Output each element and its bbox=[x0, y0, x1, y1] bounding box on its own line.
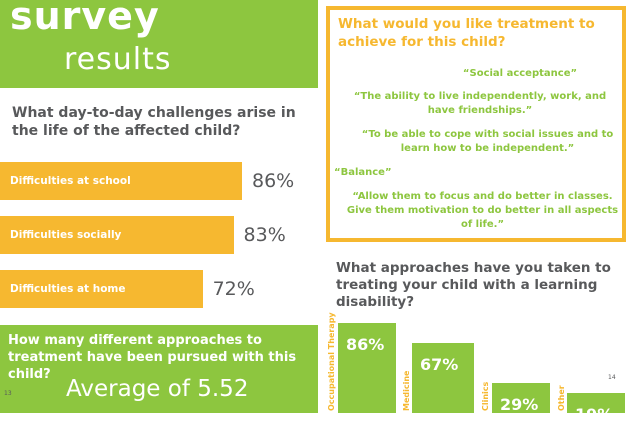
page-number-left: 13 bbox=[4, 390, 12, 397]
approach-value-label: 67% bbox=[420, 354, 459, 374]
approach-value-label: 29% bbox=[500, 394, 539, 414]
title-survey: survey bbox=[10, 0, 160, 38]
challenges-question: What day-to-day challenges arise in the … bbox=[12, 105, 296, 139]
approach-category-label: Other bbox=[557, 385, 566, 411]
approach-category-label: Clinics bbox=[481, 381, 490, 411]
goals-question: What would you like treatment to achieve… bbox=[338, 16, 595, 50]
approaches-question: What approaches have you taken to treati… bbox=[336, 260, 611, 310]
approach-category-label: Medicine bbox=[402, 370, 411, 411]
quote-focus-classes: “Allow them to focus and do better in cl… bbox=[346, 191, 619, 230]
title-block bbox=[0, 0, 318, 88]
approach-bar-clinics bbox=[492, 382, 550, 413]
challenge-bar-label: Difficulties at school bbox=[10, 175, 131, 187]
approach-value-label: 19% bbox=[575, 405, 614, 424]
quote-balance: “Balance” bbox=[334, 167, 392, 178]
title-results: results bbox=[64, 42, 172, 77]
challenge-bar bbox=[0, 216, 234, 254]
challenge-value-label: 86% bbox=[252, 170, 295, 192]
challenge-value-label: 83% bbox=[243, 224, 286, 246]
approaches-count-question: How many different approaches to treatme… bbox=[8, 333, 297, 382]
approach-category-label: Occupational Therapy bbox=[327, 312, 336, 411]
approaches-count-block bbox=[0, 325, 318, 413]
quote-live-independently: “The ability to live independently, work… bbox=[353, 91, 607, 116]
challenge-bar-label: Difficulties at home bbox=[10, 283, 126, 295]
quote-cope-social-issues: “To be able to cope with social issues a… bbox=[361, 129, 614, 154]
average-value: Average of 5.52 bbox=[66, 376, 249, 402]
challenge-value-label: 72% bbox=[212, 278, 255, 300]
challenge-bar bbox=[0, 270, 203, 308]
challenge-bar-label: Difficulties socially bbox=[10, 229, 122, 241]
approach-value-label: 86% bbox=[346, 335, 385, 354]
page-number-right: 14 bbox=[608, 374, 616, 381]
approach-bar-medicine bbox=[412, 342, 474, 413]
approach-bar-occupational-therapy bbox=[338, 323, 396, 413]
goals-box bbox=[326, 6, 626, 242]
challenge-bar bbox=[0, 162, 242, 200]
approach-bar-other bbox=[567, 393, 625, 413]
quote-social-acceptance: “Social acceptance” bbox=[462, 68, 578, 79]
